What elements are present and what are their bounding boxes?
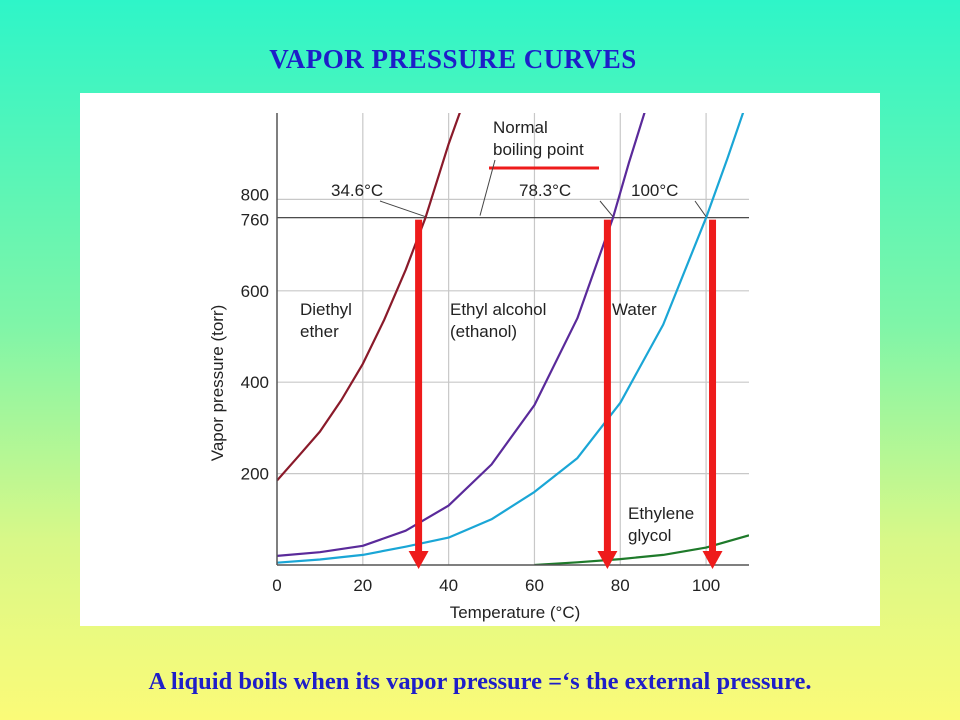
y-tick-label: 760: [241, 211, 269, 230]
series-label-3: Ethylene glycol: [628, 504, 694, 545]
series-label-line: glycol: [628, 526, 671, 545]
plot-frame: [276, 113, 749, 566]
arrow-shaft-2: [709, 219, 717, 551]
series-label-2: Water: [612, 300, 657, 319]
boiling-point-label: 100°C: [631, 181, 678, 200]
series-label-line: Ethylene: [628, 504, 694, 523]
slide-caption: A liquid boils when its vapor pressure =…: [148, 668, 812, 695]
boiling-point-leader: [599, 200, 614, 217]
y-tick-label: 800: [241, 185, 269, 204]
grid: [277, 113, 749, 565]
y-axis-label: Vapor pressure (torr): [208, 305, 227, 462]
x-tick-label: 60: [525, 576, 544, 595]
y-tick-label: 200: [241, 465, 269, 484]
boiling-point-leader: [694, 200, 707, 217]
series-label-line: ether: [300, 322, 339, 341]
x-tick-label: 0: [272, 576, 281, 595]
x-axis-label: Temperature (°C): [450, 603, 581, 622]
boiling-point-label: 78.3°C: [519, 181, 571, 200]
normal-boiling-point-line: boiling point: [493, 140, 584, 159]
series-label-line: Diethyl: [300, 300, 352, 319]
series-line-1: [277, 113, 646, 557]
series-label-0: Diethyl ether: [300, 300, 352, 341]
y-tick-label: 400: [241, 373, 269, 392]
x-tick-label: 20: [353, 576, 372, 595]
arrow-shaft-0: [415, 219, 423, 551]
series-label-line: Ethyl alcohol: [450, 300, 546, 319]
normal-boiling-point-line: Normal: [493, 118, 548, 137]
x-tick-label: 80: [611, 576, 630, 595]
slide-title: VAPOR PRESSURE CURVES: [269, 44, 637, 74]
arrow-shaft-1: [603, 219, 611, 551]
leader-line-normal: [479, 159, 496, 216]
y-tick-label: 600: [241, 282, 269, 301]
series-labels: Diethyl ether Ethyl alcohol (ethanol) Water E…: [300, 300, 694, 545]
series-line-2: [277, 113, 745, 564]
series-label-line: Water: [612, 300, 657, 319]
annotations: Normal boiling point 34.6°C 78.3°C 100°C: [331, 118, 707, 218]
vapor-pressure-chart: 0 20 40 60 80 100 200 400 600 760 800 Diethyl ether…: [208, 113, 749, 622]
series-label-1: Ethyl alcohol (ethanol): [450, 300, 546, 341]
arrows: [408, 219, 723, 569]
arrow-head-2: [702, 551, 723, 569]
tick-labels: 0 20 40 60 80 100 200 400 600 760 800: [241, 185, 721, 595]
series-label-line: (ethanol): [450, 322, 517, 341]
arrow-head-0: [408, 551, 429, 569]
normal-boiling-point-label: Normal boiling point: [493, 118, 584, 159]
boiling-point-label: 34.6°C: [331, 181, 383, 200]
x-tick-label: 100: [692, 576, 720, 595]
chart-panel: 0 20 40 60 80 100 200 400 600 760 800 Diethyl ether…: [80, 93, 880, 626]
arrow-head-1: [597, 551, 618, 569]
x-tick-label: 40: [439, 576, 458, 595]
boiling-point-leader: [379, 200, 426, 218]
series-line-0: [277, 113, 461, 482]
